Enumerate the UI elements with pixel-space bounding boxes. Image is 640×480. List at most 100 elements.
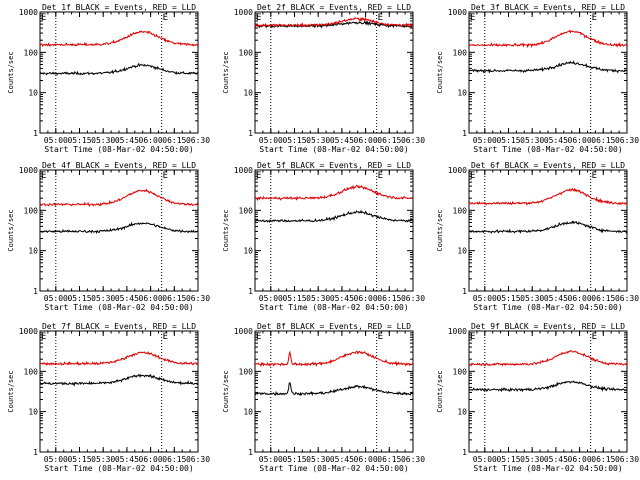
x-tick-label: 05:00 [259,294,283,303]
plot-frame [254,11,414,134]
x-tick-label: 06:00 [139,136,163,145]
corner-mark-right: E [592,171,597,181]
x-tick-label: 05:15 [282,136,306,145]
x-tick-label: 05:00 [473,136,497,145]
x-tick-label: 05:00 [44,455,68,464]
y-axis-label: Counts/sec [7,209,15,251]
x-tick-label: 06:15 [591,455,615,464]
lld-rate-line [39,188,199,208]
panel-title: Det 5f BLACK = Events, RED = LLD [257,161,411,170]
x-tick-label: 06:00 [354,455,378,464]
x-tick-label: 05:30 [91,294,115,303]
x-tick-label: 06:30 [615,455,639,464]
x-tick-label: 05:15 [67,455,91,464]
x-tick-label: 06:00 [139,294,163,303]
x-axis-label: Start Time (08-Mar-02 04:50:00) [44,303,193,312]
x-tick-label: 06:00 [568,455,592,464]
corner-mark-right: E [163,13,168,23]
x-tick-label: 05:30 [520,136,544,145]
y-tick-label: 1 [462,448,467,457]
lld-rate-line [39,351,199,366]
lld-rate-line [254,350,414,368]
plot-frame [39,330,199,453]
x-axis-label: Start Time (08-Mar-02 04:50:00) [473,303,622,312]
x-tick-label: 05:00 [473,455,497,464]
x-tick-label: 05:30 [306,136,330,145]
x-tick-label: 06:30 [401,136,425,145]
x-tick-label: 05:15 [67,294,91,303]
y-tick-label: 100 [239,48,254,57]
y-tick-label: 10 [457,89,467,98]
corner-mark-left: E [256,332,261,342]
events-rate-line [39,373,199,387]
y-tick-label: 1 [248,448,253,457]
y-tick-label: 100 [239,206,254,215]
x-tick-label: 06:15 [591,294,615,303]
x-axis-label: Start Time (08-Mar-02 04:50:00) [44,145,193,154]
panel-title: Det 2f BLACK = Events, RED = LLD [257,3,411,12]
x-tick-label: 05:00 [473,294,497,303]
x-tick-label: 05:30 [306,294,330,303]
corner-mark-left: E [41,171,46,181]
y-tick-label: 100 [239,367,254,376]
y-axis-label: Counts/sec [436,51,444,93]
lld-rate-line [468,349,628,367]
events-rate-line [254,381,414,397]
y-tick-label: 1 [462,287,467,296]
y-tick-label: 1000 [448,327,467,336]
panel-title: Det 7f BLACK = Events, RED = LLD [42,322,196,331]
y-tick-label: 10 [28,247,38,256]
y-tick-label: 10 [243,408,253,417]
detector-panel-5: Det 5f BLACK = Events, RED = LLD 1 10 100 10… [222,161,425,312]
x-tick-label: 05:45 [544,455,568,464]
x-tick-label: 05:00 [44,294,68,303]
x-axis-label: Start Time (08-Mar-02 04:50:00) [259,145,408,154]
x-tick-label: 05:15 [67,136,91,145]
x-tick-label: 05:45 [330,136,354,145]
y-axis-label: Counts/sec [7,51,15,93]
detector-panel-9: Det 9f BLACK = Events, RED = LLD 1 10 100 10… [436,322,639,473]
x-tick-label: 06:00 [354,294,378,303]
y-tick-label: 1 [462,129,467,138]
detector-panel-1: Det 1f BLACK = Events, RED = LLD 1 10 100 10… [7,3,210,154]
lld-rate-line [39,30,199,48]
corner-mark-right: E [378,332,383,342]
y-tick-label: 10 [457,408,467,417]
detector-panel-2: Det 2f BLACK = Events, RED = LLD 1 10 100 10… [222,3,425,154]
corner-mark-right: E [592,332,597,342]
y-tick-label: 100 [453,48,468,57]
y-axis-label: Counts/sec [222,209,230,251]
x-tick-label: 06:15 [162,136,186,145]
lld-rate-line [254,184,414,202]
x-tick-label: 06:30 [186,136,210,145]
corner-mark-right: E [378,13,383,23]
y-tick-label: 1000 [448,166,467,175]
y-tick-label: 1000 [19,8,38,17]
y-tick-label: 1 [33,129,38,138]
x-tick-label: 06:15 [377,455,401,464]
events-rate-line [39,62,199,76]
plot-frame [254,169,414,292]
corner-mark-left: E [470,332,475,342]
x-tick-label: 06:30 [186,455,210,464]
lld-rate-line [468,29,628,49]
corner-mark-left: E [256,171,261,181]
x-tick-label: 05:15 [496,136,520,145]
x-axis-label: Start Time (08-Mar-02 04:50:00) [473,145,622,154]
x-axis-label: Start Time (08-Mar-02 04:50:00) [259,464,408,473]
x-tick-label: 06:15 [591,136,615,145]
y-tick-label: 1000 [448,8,467,17]
y-tick-label: 100 [453,367,468,376]
detector-panel-7: Det 7f BLACK = Events, RED = LLD 1 10 100 10… [7,322,210,473]
x-tick-label: 06:30 [186,294,210,303]
x-tick-label: 06:15 [377,136,401,145]
x-tick-label: 06:00 [568,136,592,145]
y-axis-label: Counts/sec [222,370,230,412]
panel-title: Det 1f BLACK = Events, RED = LLD [42,3,196,12]
y-axis-label: Counts/sec [436,370,444,412]
events-rate-line [254,209,414,224]
x-tick-label: 05:00 [44,136,68,145]
x-tick-label: 05:15 [496,455,520,464]
y-tick-label: 10 [457,247,467,256]
